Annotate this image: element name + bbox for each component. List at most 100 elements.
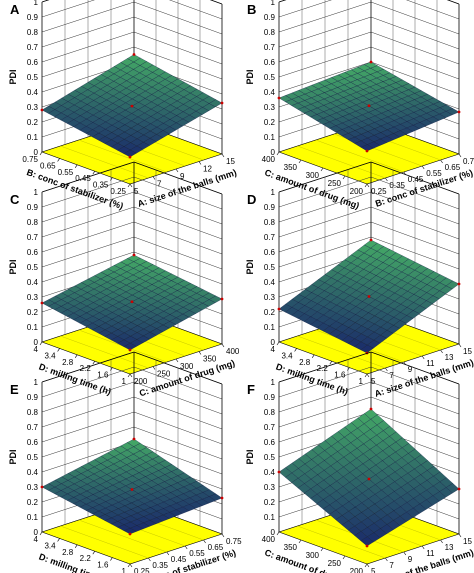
y-tick	[110, 367, 113, 371]
floor-contour	[297, 525, 386, 559]
x-tick	[421, 545, 425, 550]
x-tick	[458, 343, 462, 348]
x-tick-label: 300	[180, 362, 194, 371]
x-tick-label: 13	[445, 543, 454, 552]
z-tick-label: 0.8	[27, 408, 39, 417]
x-tick	[385, 557, 388, 562]
z-tick-label: 0.3	[264, 293, 276, 302]
z-tick-label: 0.8	[27, 28, 39, 37]
y-tick	[74, 354, 78, 358]
design-point	[220, 496, 224, 500]
x-tick	[221, 343, 225, 348]
x-tick-label: 0.35	[389, 181, 405, 190]
z-tick-label: 0.2	[27, 308, 39, 317]
y-tick	[364, 183, 368, 188]
x-tick-label: 0.75	[226, 537, 242, 546]
design-point	[367, 104, 371, 108]
x-tick-label: 9	[408, 365, 413, 374]
design-point	[277, 470, 281, 474]
z-tick-label: 0.4	[264, 468, 276, 477]
box-top-edge	[41, 0, 223, 5]
y-tick-label: 4	[34, 535, 39, 544]
z-tick-label: 0.9	[264, 203, 276, 212]
x-tick-label: 0.25	[371, 187, 387, 196]
z-tick-label: 0.5	[27, 453, 39, 462]
x-tick-label: 9	[180, 172, 185, 181]
z-tick-label: 0.9	[264, 13, 276, 22]
y-tick	[329, 361, 333, 365]
x-tick-label: 5	[371, 567, 376, 573]
z-tick-label: 0.2	[264, 308, 276, 317]
y-tick-label: 2.2	[317, 364, 329, 373]
z-tick-label: 0.7	[27, 233, 39, 242]
x-tick-label: 200	[134, 377, 148, 386]
z-tick-label: 0.9	[264, 393, 276, 402]
z-tick-label: 0.9	[27, 13, 39, 22]
y-tick-label: 0.35	[93, 181, 109, 190]
z-tick-label: 0.8	[27, 218, 39, 227]
y-tick	[294, 348, 297, 352]
z-tick-label: 0	[271, 148, 276, 157]
x-tick-label: 400	[226, 347, 240, 356]
y-tick-label: 300	[306, 551, 320, 560]
z-tick-label: 0.7	[27, 43, 39, 52]
y-tick	[92, 171, 96, 175]
z-gridline	[41, 221, 223, 255]
y-tick-label: 2.8	[62, 358, 74, 367]
design-point	[277, 96, 281, 100]
x-tick	[175, 358, 179, 363]
y-tick-label: 2.2	[80, 364, 92, 373]
panel-letter: E	[10, 382, 19, 397]
y-tick	[342, 555, 346, 560]
x-tick-label: 0.65	[445, 163, 461, 172]
z-tick-label: 0.2	[27, 118, 39, 127]
y-tick	[39, 151, 43, 156]
z-tick-label: 1	[34, 188, 39, 197]
x-tick	[366, 373, 370, 378]
z-axis-label: PDI	[8, 259, 18, 274]
z-gridline	[41, 191, 223, 225]
chart-panel-d: 00.10.20.30.40.50.60.70.80.9157911131511…	[245, 161, 474, 399]
z-gridline	[41, 411, 223, 445]
z-tick-label: 0.3	[27, 103, 39, 112]
x-tick-label: 0.25	[134, 567, 150, 573]
design-point	[128, 155, 132, 159]
x-tick-label: 350	[203, 355, 217, 364]
chart-panel-e: 0 0.1 0.2 0.3 0.4 0.5 0.6 0.7 0.8 0.9 1 0.250.350.4…	[8, 351, 242, 573]
z-tick-label: 0.6	[27, 438, 39, 447]
design-point	[40, 485, 44, 489]
x-tick	[198, 351, 202, 355]
y-tick	[320, 167, 324, 172]
design-point	[457, 282, 461, 286]
z-tick-label: 0.1	[27, 133, 39, 142]
y-tick	[276, 531, 280, 536]
panel-letter: B	[247, 2, 256, 17]
design-point	[369, 60, 373, 64]
design-point	[128, 532, 132, 536]
x-tick	[421, 165, 425, 170]
y-tick	[39, 341, 43, 346]
z-tick-label: 0.6	[264, 438, 276, 447]
design-point	[457, 487, 461, 491]
z-gridline	[278, 0, 460, 5]
z-tick-label: 0.8	[264, 408, 276, 417]
y-tick-label: 350	[284, 163, 298, 172]
z-tick-label: 0.5	[27, 73, 39, 82]
y-tick-label: 200	[350, 187, 364, 196]
y-tick-label: 1.6	[334, 371, 346, 380]
x-tick	[385, 177, 388, 182]
y-tick	[74, 164, 78, 168]
y-tick	[110, 177, 113, 181]
x-tick-label: 11	[426, 359, 435, 368]
y-tick	[276, 151, 280, 156]
z-gridline	[278, 31, 460, 65]
floor-contour	[60, 525, 149, 559]
design-point	[132, 253, 136, 257]
x-tick	[440, 159, 443, 164]
x-tick	[152, 366, 156, 370]
x-tick	[221, 533, 225, 538]
design-point	[130, 488, 134, 491]
box-top-edge	[278, 351, 460, 385]
z-tick-label: 1	[271, 0, 276, 7]
